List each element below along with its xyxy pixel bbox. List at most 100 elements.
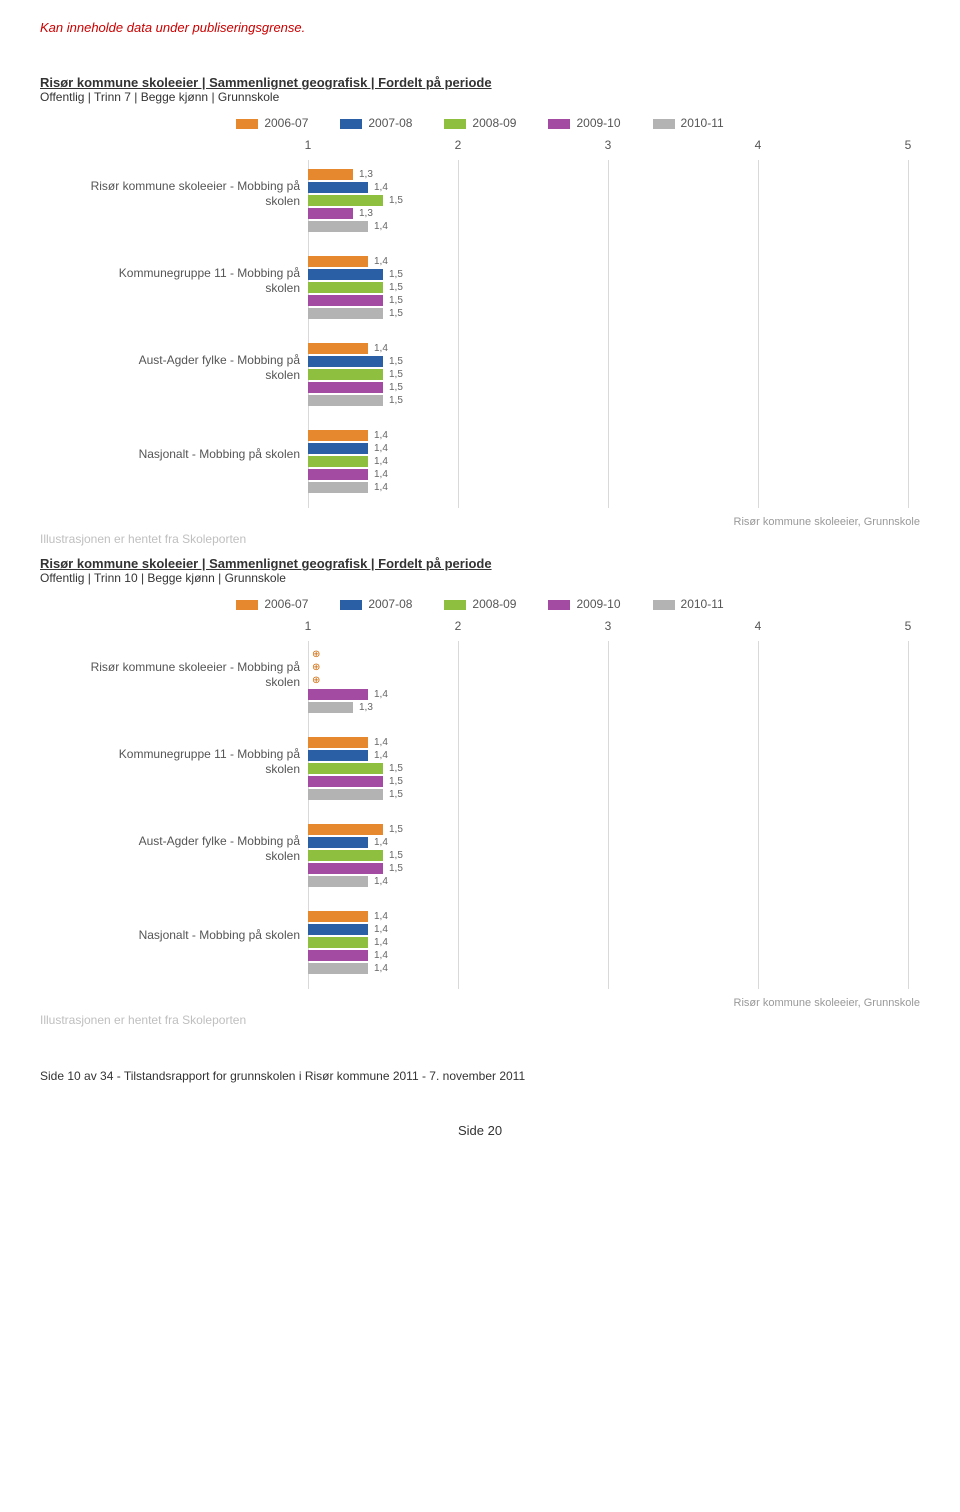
legend-swatch bbox=[236, 119, 258, 129]
bar bbox=[308, 169, 353, 180]
legend-label: 2010-11 bbox=[681, 116, 724, 130]
bar-row: ⊕ bbox=[308, 662, 920, 674]
bar-row: 1,5 bbox=[308, 294, 920, 306]
chart1-axis: 12345 bbox=[40, 138, 920, 156]
bar-value-label: 1,5 bbox=[389, 850, 403, 861]
publishing-warning: Kan inneholde data under publiseringsgre… bbox=[40, 20, 920, 35]
bar bbox=[308, 911, 368, 922]
bar-value-label: 1,4 bbox=[374, 343, 388, 354]
bar bbox=[308, 789, 383, 800]
bar-value-label: 1,4 bbox=[374, 430, 388, 441]
group-label: Nasjonalt - Mobbing på skolen bbox=[40, 928, 300, 943]
bar-row: 1,5 bbox=[308, 788, 920, 800]
legend-item: 2007-08 bbox=[340, 597, 412, 611]
bar-value-label: 1,4 bbox=[374, 876, 388, 887]
bar bbox=[308, 369, 383, 380]
legend-label: 2009-10 bbox=[576, 116, 620, 130]
legend-swatch bbox=[653, 600, 675, 610]
bar bbox=[308, 824, 383, 835]
bar bbox=[308, 950, 368, 961]
legend-item: 2010-11 bbox=[653, 597, 724, 611]
chart2-legend: 2006-07 2007-08 2008-09 2009-10 2010-11 bbox=[40, 597, 920, 611]
group-label: Risør kommune skoleeier - Mobbing påskol… bbox=[40, 660, 300, 690]
bar bbox=[308, 482, 368, 493]
bar-value-label: 1,5 bbox=[389, 195, 403, 206]
bar bbox=[308, 750, 368, 761]
bar-row: 1,5 bbox=[308, 849, 920, 861]
bar-row: 1,4 bbox=[308, 962, 920, 974]
bar bbox=[308, 876, 368, 887]
bar-value-label: 1,5 bbox=[389, 308, 403, 319]
axis-tick-label: 5 bbox=[905, 138, 912, 152]
bar-value-label: 1,4 bbox=[374, 256, 388, 267]
footer-text: Side 10 av 34 - Tilstandsrapport for gru… bbox=[40, 1069, 920, 1083]
bar bbox=[308, 221, 368, 232]
chart2-subtitle: Offentlig | Trinn 10 | Begge kjønn | Gru… bbox=[40, 571, 920, 585]
bar-row: 1,3 bbox=[308, 701, 920, 713]
bar-row: 1,4 bbox=[308, 749, 920, 761]
bar-row: 1,4 bbox=[308, 481, 920, 493]
bar bbox=[308, 737, 368, 748]
axis-tick-label: 4 bbox=[755, 619, 762, 633]
bar-row: 1,5 bbox=[308, 194, 920, 206]
bar-value-label: 1,4 bbox=[374, 950, 388, 961]
bar bbox=[308, 937, 368, 948]
bar bbox=[308, 456, 368, 467]
group-label: Kommunegruppe 11 - Mobbing påskolen bbox=[40, 266, 300, 296]
bar-row: 1,5 bbox=[308, 823, 920, 835]
bar bbox=[308, 924, 368, 935]
bar bbox=[308, 395, 383, 406]
bar bbox=[308, 382, 383, 393]
chart1-subtitle: Offentlig | Trinn 7 | Begge kjønn | Grun… bbox=[40, 90, 920, 104]
bar-row: 1,4 bbox=[308, 736, 920, 748]
bar-row: 1,4 bbox=[308, 220, 920, 232]
bar-row: 1,4 bbox=[308, 181, 920, 193]
legend-label: 2009-10 bbox=[576, 597, 620, 611]
bar-value-label: 1,4 bbox=[374, 443, 388, 454]
chart-group: Nasjonalt - Mobbing på skolen1,41,41,41,… bbox=[40, 902, 920, 989]
chart-group: Aust-Agder fylke - Mobbing påskolen1,41,… bbox=[40, 334, 920, 421]
bar-value-label: 1,5 bbox=[389, 356, 403, 367]
bar bbox=[308, 776, 383, 787]
bar bbox=[308, 430, 368, 441]
restricted-icon: ⊕ bbox=[312, 650, 320, 660]
bar bbox=[308, 850, 383, 861]
chart2-title: Risør kommune skoleeier | Sammenlignet g… bbox=[40, 556, 920, 571]
legend-label: 2006-07 bbox=[264, 597, 308, 611]
bar-row: 1,4 bbox=[308, 875, 920, 887]
axis-tick-label: 4 bbox=[755, 138, 762, 152]
group-label: Risør kommune skoleeier - Mobbing påskol… bbox=[40, 179, 300, 209]
axis-tick-label: 1 bbox=[305, 138, 312, 152]
legend-label: 2010-11 bbox=[681, 597, 724, 611]
restricted-icon: ⊕ bbox=[312, 663, 320, 673]
bar-row: 1,5 bbox=[308, 368, 920, 380]
bar-value-label: 1,5 bbox=[389, 269, 403, 280]
bar-value-label: 1,5 bbox=[389, 295, 403, 306]
bar-row: 1,4 bbox=[308, 688, 920, 700]
axis-tick-label: 2 bbox=[455, 619, 462, 633]
bar-row: 1,5 bbox=[308, 862, 920, 874]
bar-row: 1,3 bbox=[308, 207, 920, 219]
bar bbox=[308, 256, 368, 267]
legend-swatch bbox=[444, 119, 466, 129]
bar bbox=[308, 182, 368, 193]
bar-row: 1,4 bbox=[308, 342, 920, 354]
axis-tick-label: 2 bbox=[455, 138, 462, 152]
bar-value-label: 1,5 bbox=[389, 824, 403, 835]
legend-item: 2007-08 bbox=[340, 116, 412, 130]
bar-value-label: 1,4 bbox=[374, 689, 388, 700]
bar-value-label: 1,4 bbox=[374, 482, 388, 493]
page-number: Side 20 bbox=[40, 1123, 920, 1138]
legend-label: 2008-09 bbox=[472, 597, 516, 611]
bar-row: 1,5 bbox=[308, 307, 920, 319]
chart1: Risør kommune skoleeier - Mobbing påskol… bbox=[40, 160, 920, 508]
chart2-axis: 12345 bbox=[40, 619, 920, 637]
bar-value-label: 1,4 bbox=[374, 469, 388, 480]
bar-value-label: 1,4 bbox=[374, 963, 388, 974]
bar-value-label: 1,5 bbox=[389, 863, 403, 874]
bar-value-label: 1,4 bbox=[374, 221, 388, 232]
bar-value-label: 1,4 bbox=[374, 737, 388, 748]
bar-row: 1,5 bbox=[308, 762, 920, 774]
axis-tick-label: 1 bbox=[305, 619, 312, 633]
group-label: Aust-Agder fylke - Mobbing påskolen bbox=[40, 353, 300, 383]
